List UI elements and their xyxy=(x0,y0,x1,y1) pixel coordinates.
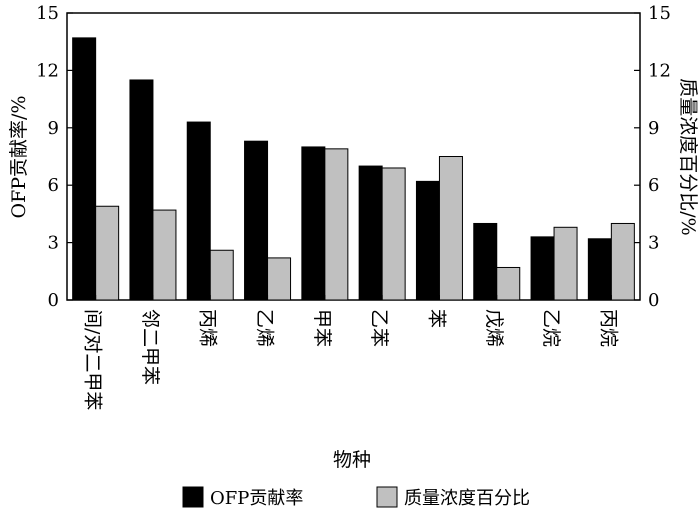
y-axis-right-label: 质量浓度百分比/% xyxy=(677,78,699,235)
bar-ofp xyxy=(473,222,498,301)
category-label: 乙苯 xyxy=(368,309,390,347)
legend-swatch-ofp xyxy=(182,486,204,508)
bar-ofp xyxy=(186,121,211,301)
category-label: 乙烷 xyxy=(540,309,562,347)
category-label: 间/对二甲苯 xyxy=(82,309,104,410)
bar-mass-concentration xyxy=(438,156,463,301)
left-axis: 0 3 6 9 12 15 xyxy=(36,3,73,311)
right-tick-label: 15 xyxy=(648,3,671,24)
plot-frame xyxy=(66,12,641,301)
bar-ofp xyxy=(587,238,612,301)
y-axis-left-label: OFP贡献率/% xyxy=(8,96,30,219)
left-tick-label: 15 xyxy=(36,3,59,24)
bar-mass-concentration xyxy=(95,205,120,301)
category-label: 邻二甲苯 xyxy=(139,309,161,385)
legend: OFP贡献率 质量浓度百分比 xyxy=(182,486,530,509)
left-tick-label: 12 xyxy=(36,60,59,81)
bar-mass-concentration xyxy=(209,249,234,301)
x-axis-label: 物种 xyxy=(333,449,371,471)
bar-mass-concentration xyxy=(496,266,521,301)
legend-label-mass: 质量浓度百分比 xyxy=(404,488,530,509)
bar-mass-concentration xyxy=(381,167,406,301)
left-tick-label: 0 xyxy=(48,290,59,311)
legend-swatch-mass xyxy=(376,486,398,508)
bars xyxy=(72,37,635,301)
category-label: 丙烯 xyxy=(196,309,218,347)
category-label: 苯 xyxy=(425,309,447,328)
bar-ofp xyxy=(301,146,326,301)
bar-ofp xyxy=(415,180,440,301)
category-label: 甲苯 xyxy=(311,309,333,347)
right-tick-label: 12 xyxy=(648,60,671,81)
category-label: 戊烯 xyxy=(483,309,505,347)
category-label: 丙烷 xyxy=(597,309,619,347)
bar-ofp xyxy=(358,165,383,301)
bar-mass-concentration xyxy=(610,222,635,301)
left-tick-label: 6 xyxy=(48,175,59,196)
right-tick-label: 6 xyxy=(648,175,659,196)
bar-ofp xyxy=(129,79,154,301)
left-tick-label: 9 xyxy=(48,118,59,139)
right-tick-label: 0 xyxy=(648,290,659,311)
bar-ofp xyxy=(530,236,555,301)
left-tick-label: 3 xyxy=(48,233,59,254)
legend-label-ofp: OFP贡献率 xyxy=(210,488,303,509)
right-axis: 0 3 6 9 12 15 xyxy=(634,3,671,311)
bar-mass-concentration xyxy=(152,209,177,301)
bar-mass-concentration xyxy=(267,257,292,301)
right-tick-label: 3 xyxy=(648,233,659,254)
right-tick-label: 9 xyxy=(648,118,659,139)
bar-mass-concentration xyxy=(324,148,349,301)
category-labels: 间/对二甲苯 邻二甲苯 丙烯 乙烯 甲苯 乙苯 苯 戊烯 乙烷 丙烷 xyxy=(82,295,619,410)
bar-ofp xyxy=(72,37,97,301)
bar-ofp xyxy=(244,140,269,301)
category-label: 乙烯 xyxy=(254,309,276,347)
bar-mass-concentration xyxy=(553,226,578,301)
